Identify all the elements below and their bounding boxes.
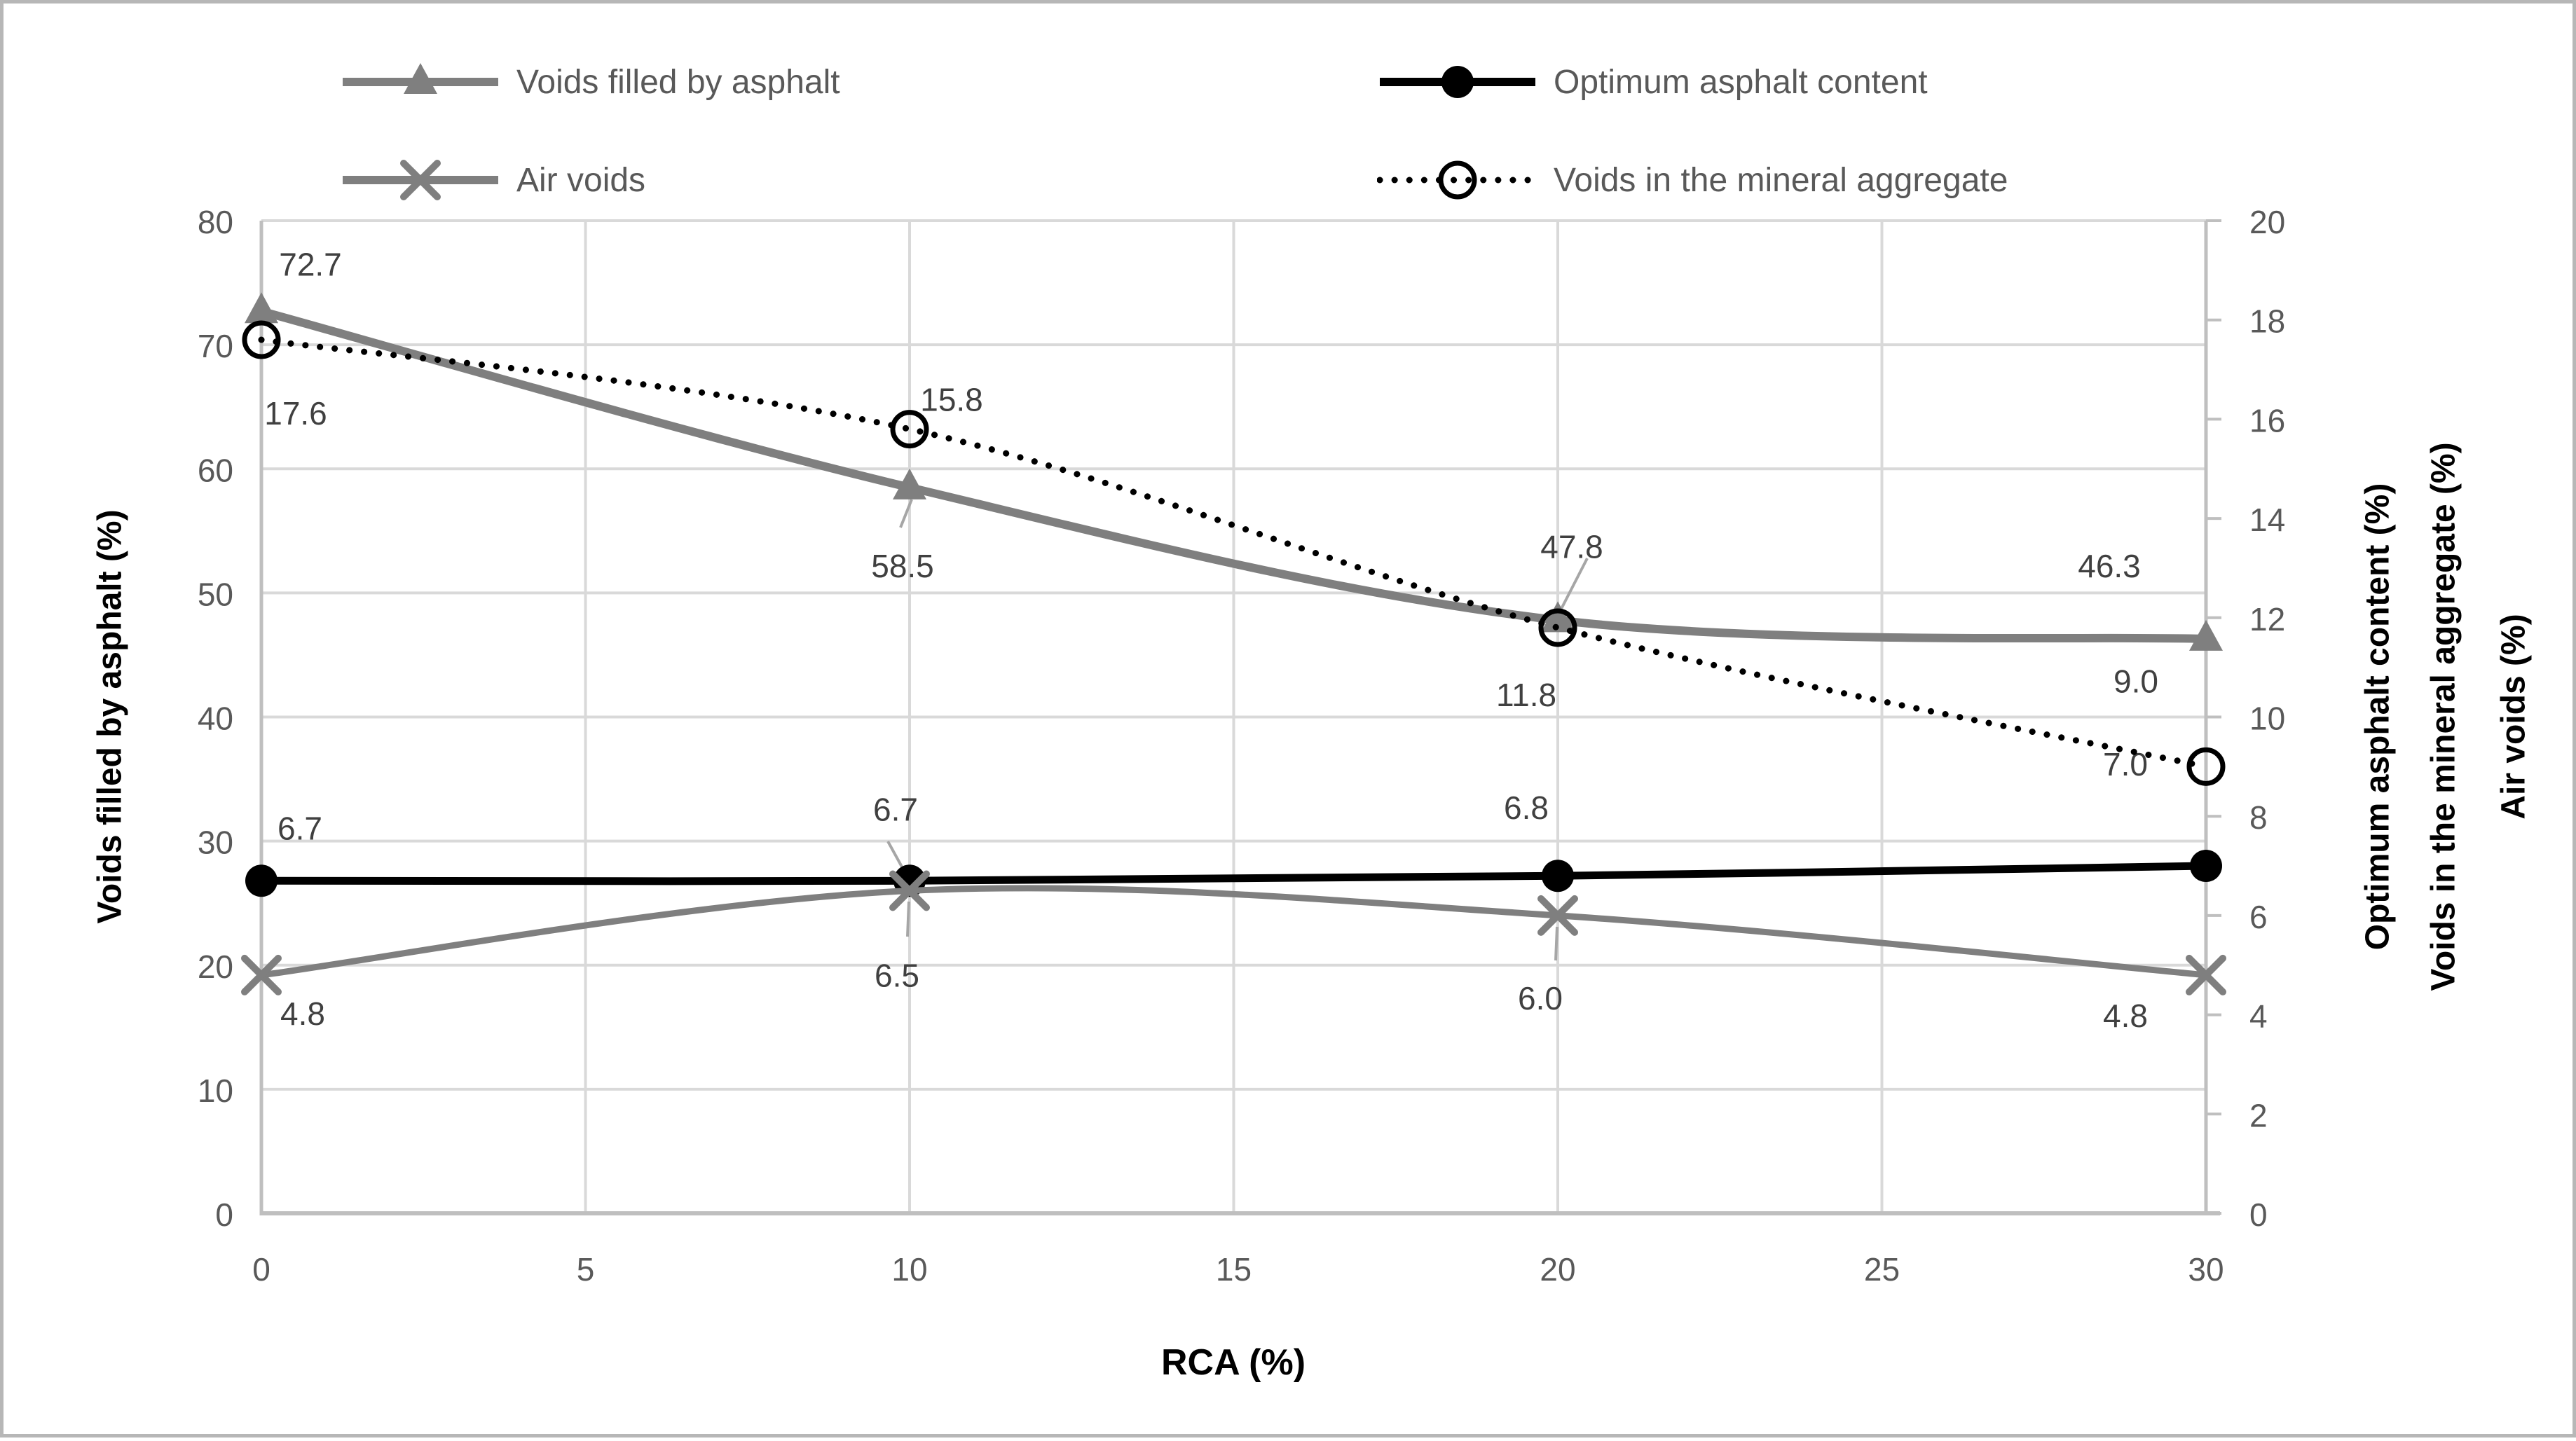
svg-text:0: 0 — [252, 1251, 270, 1288]
svg-text:18: 18 — [2249, 303, 2285, 340]
right-axis-title-optimum-asphalt-content: Optimum asphalt content (%) — [2359, 483, 2397, 951]
svg-text:15: 15 — [1216, 1251, 1252, 1288]
svg-text:7.0: 7.0 — [2103, 746, 2148, 782]
svg-text:60: 60 — [198, 452, 233, 488]
svg-text:10: 10 — [891, 1251, 927, 1288]
circle-line-marker-icon — [1380, 66, 1535, 98]
svg-text:70: 70 — [198, 328, 233, 364]
svg-text:17.6: 17.6 — [264, 395, 327, 432]
svg-text:6.0: 6.0 — [1518, 980, 1563, 1016]
legend-label: Air voids — [516, 161, 646, 199]
svg-text:6.7: 6.7 — [278, 810, 322, 846]
svg-text:10: 10 — [2249, 701, 2285, 737]
svg-text:20: 20 — [1540, 1251, 1575, 1288]
svg-text:4: 4 — [2249, 998, 2268, 1035]
svg-text:80: 80 — [198, 204, 233, 240]
svg-text:46.3: 46.3 — [2078, 548, 2141, 584]
svg-text:2: 2 — [2249, 1097, 2268, 1133]
svg-text:47.8: 47.8 — [1540, 528, 1603, 565]
triangle-line-marker-icon — [343, 63, 498, 94]
svg-text:0: 0 — [215, 1197, 233, 1233]
svg-text:0: 0 — [2249, 1197, 2268, 1233]
legend-label: Optimum asphalt content — [1554, 63, 1928, 101]
svg-text:6: 6 — [2249, 899, 2268, 935]
svg-text:30: 30 — [2188, 1251, 2224, 1288]
x-line-marker-icon — [343, 160, 498, 200]
x-axis-title: RCA (%) — [1160, 1342, 1306, 1383]
svg-text:14: 14 — [2249, 502, 2285, 538]
svg-text:58.5: 58.5 — [871, 548, 934, 584]
svg-text:30: 30 — [198, 825, 233, 861]
left-axis-title: Voids filled by asphalt (%) — [91, 509, 129, 924]
svg-text:50: 50 — [198, 576, 233, 612]
svg-text:16: 16 — [2249, 402, 2285, 439]
svg-text:6.8: 6.8 — [1504, 790, 1549, 826]
svg-text:20: 20 — [2249, 204, 2285, 240]
right-axis-title-air-voids: Air voids (%) — [2495, 614, 2533, 820]
svg-text:10: 10 — [198, 1073, 233, 1109]
svg-text:5: 5 — [577, 1251, 595, 1288]
svg-text:6.7: 6.7 — [873, 791, 918, 827]
svg-text:15.8: 15.8 — [920, 382, 983, 418]
svg-text:9.0: 9.0 — [2113, 663, 2158, 699]
svg-text:25: 25 — [1864, 1251, 1900, 1288]
svg-text:12: 12 — [2249, 601, 2285, 637]
dotted-open-circle-marker-icon — [1377, 160, 1538, 200]
legend-item-optimum-asphalt-content: Optimum asphalt content — [1377, 48, 1928, 116]
svg-text:8: 8 — [2249, 799, 2268, 836]
legend-item-voids-in-mineral-aggregate: Voids in the mineral aggregate — [1377, 146, 2008, 214]
right-axis-title-voids-mineral-aggregate: Voids in the mineral aggregate (%) — [2425, 442, 2462, 991]
legend-item-voids-filled-by-asphalt: Voids filled by asphalt — [340, 48, 840, 116]
svg-text:6.5: 6.5 — [875, 957, 919, 993]
svg-text:4.8: 4.8 — [280, 995, 325, 1032]
legend-label: Voids filled by asphalt — [516, 63, 840, 101]
svg-text:11.8: 11.8 — [1496, 677, 1556, 713]
svg-text:40: 40 — [198, 701, 233, 737]
svg-text:72.7: 72.7 — [279, 246, 342, 282]
svg-text:4.8: 4.8 — [2103, 998, 2148, 1034]
legend-item-air-voids: Air voids — [340, 146, 645, 214]
legend-label: Voids in the mineral aggregate — [1554, 161, 2008, 199]
plot-area: 0 10 20 30 40 50 60 70 80 0 2 4 6 8 10 12 14 16 18 20 0 5 10 15… — [198, 204, 2285, 1288]
svg-text:20: 20 — [198, 949, 233, 985]
